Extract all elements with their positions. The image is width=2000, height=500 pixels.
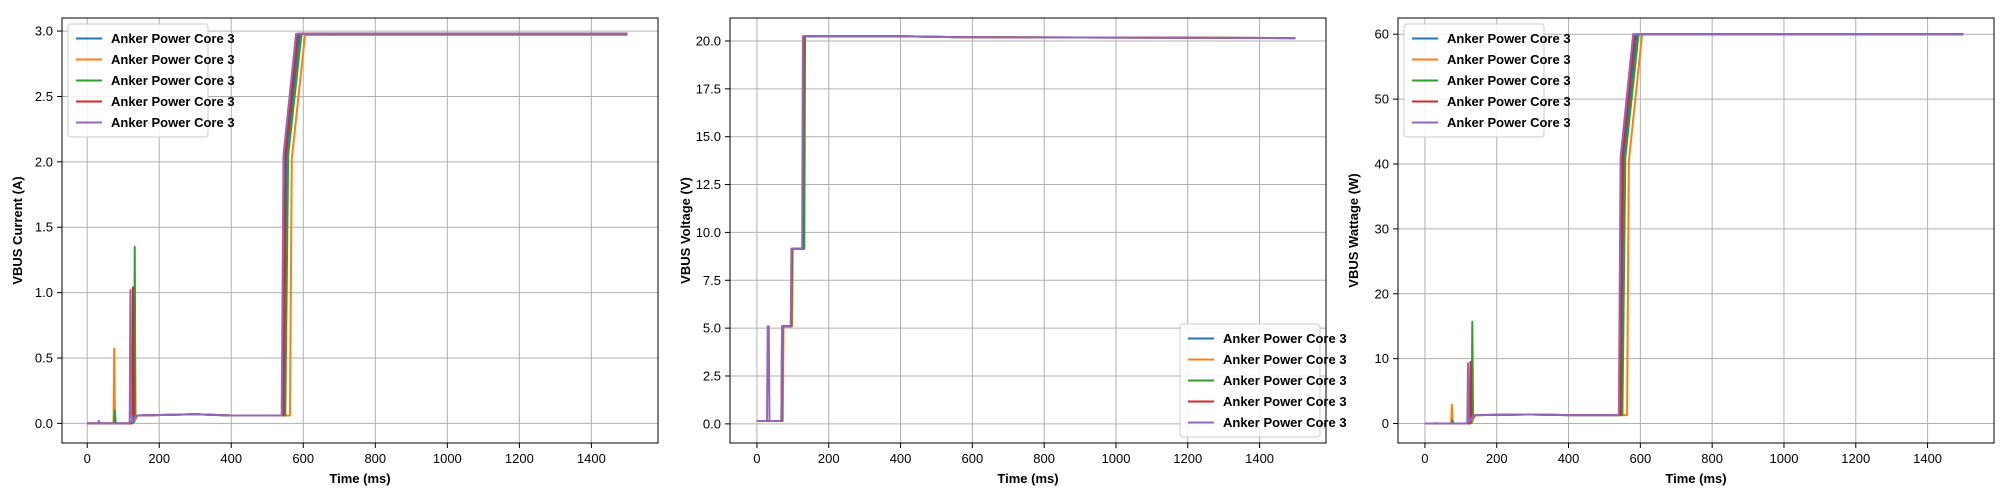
wattage-y-axis-title: VBUS Wattage (W) — [1346, 173, 1361, 287]
wattage-x-tick-label: 1000 — [1770, 451, 1799, 466]
wattage-legend-label-2: Anker Power Core 3 — [1447, 52, 1571, 67]
wattage-x-tick-label: 400 — [1558, 451, 1580, 466]
current-y-tick-label: 0.0 — [35, 416, 53, 431]
wattage-x-tick-label: 1200 — [1841, 451, 1870, 466]
wattage-x-tick-label: 1400 — [1913, 451, 1942, 466]
current-x-tick-label: 600 — [292, 451, 314, 466]
voltage-series-group — [756, 35, 1296, 422]
voltage-legend-label-5: Anker Power Core 3 — [1223, 415, 1347, 430]
wattage-x-tick-label: 600 — [1629, 451, 1651, 466]
wattage-legend-label-1: Anker Power Core 3 — [1447, 31, 1571, 46]
current-legend: Anker Power Core 3 Anker Power Core 3 Anke… — [67, 23, 235, 138]
current-series-line-2 — [87, 34, 628, 425]
voltage-chart-panel: 0 200 400 600 800 1000 1200 1400 0.0 2.5 5.0 7.5 10.… — [678, 17, 1347, 486]
voltage-series-line-5 — [756, 35, 1296, 422]
wattage-y-tick-label: 40 — [1375, 156, 1389, 171]
voltage-grid — [730, 18, 1326, 443]
current-y-tick-label: 1.0 — [35, 285, 53, 300]
current-series-group — [87, 32, 628, 425]
wattage-axes-frame — [1397, 17, 1995, 444]
voltage-legend-label-2: Anker Power Core 3 — [1223, 352, 1347, 367]
current-x-tick-label: 0 — [84, 451, 91, 466]
wattage-x-tick-label: 0 — [1421, 451, 1428, 466]
current-y-tick-label: 0.5 — [35, 351, 53, 366]
wattage-y-tick-label: 10 — [1375, 351, 1389, 366]
current-x-tick-label: 1400 — [577, 451, 606, 466]
wattage-x-tick-label: 200 — [1486, 451, 1508, 466]
wattage-legend: Anker Power Core 3 Anker Power Core 3 Anke… — [1403, 23, 1571, 138]
voltage-x-tick-label: 1000 — [1102, 451, 1131, 466]
current-y-tick-label: 2.5 — [35, 89, 53, 104]
voltage-legend-label-3: Anker Power Core 3 — [1223, 373, 1347, 388]
voltage-y-tick-label: 17.5 — [696, 81, 721, 96]
voltage-y-tick-label: 12.5 — [696, 177, 721, 192]
wattage-grid — [1398, 18, 1994, 443]
current-legend-label-2: Anker Power Core 3 — [111, 52, 235, 67]
current-x-tick-label: 1000 — [433, 451, 462, 466]
wattage-legend-label-5: Anker Power Core 3 — [1447, 115, 1571, 130]
wattage-y-tick-label: 20 — [1375, 286, 1389, 301]
voltage-y-tick-label: 7.5 — [703, 273, 721, 288]
voltage-x-tick-label: 1400 — [1245, 451, 1274, 466]
wattage-y-tick-label: 0 — [1382, 416, 1389, 431]
wattage-y-tick-label: 50 — [1375, 92, 1389, 107]
wattage-y-tick-label: 30 — [1375, 221, 1389, 236]
voltage-y-tick-label: 5.0 — [703, 321, 721, 336]
voltage-x-tick-label: 200 — [818, 451, 840, 466]
current-chart-panel: 0 200 400 600 800 1000 1200 1400 0.0 0.5 1.0 1.5 2.0… — [10, 17, 659, 486]
voltage-y-axis-title: VBUS Voltage (V) — [678, 177, 693, 284]
current-x-tick-label: 200 — [148, 451, 170, 466]
current-legend-label-5: Anker Power Core 3 — [111, 115, 235, 130]
current-y-axis-title: VBUS Current (A) — [10, 176, 25, 284]
current-legend-label-3: Anker Power Core 3 — [111, 73, 235, 88]
wattage-x-tick-label: 800 — [1701, 451, 1723, 466]
current-x-tick-label: 1200 — [505, 451, 534, 466]
voltage-axes-frame — [729, 17, 1327, 444]
voltage-y-tick-label: 10.0 — [696, 225, 721, 240]
wattage-legend-label-4: Anker Power Core 3 — [1447, 94, 1571, 109]
wattage-y-tick-label: 60 — [1375, 27, 1389, 42]
wattage-series-group — [1424, 33, 1964, 425]
voltage-x-tick-label: 800 — [1033, 451, 1055, 466]
voltage-x-tick-label: 0 — [753, 451, 760, 466]
voltage-legend: Anker Power Core 3 Anker Power Core 3 Anke… — [1179, 323, 1347, 438]
current-grid — [62, 18, 658, 443]
voltage-x-tick-label: 400 — [890, 451, 912, 466]
wattage-series-line-5 — [1424, 33, 1964, 425]
voltage-legend-label-4: Anker Power Core 3 — [1223, 394, 1347, 409]
current-y-tick-label: 1.5 — [35, 220, 53, 235]
current-legend-label-1: Anker Power Core 3 — [111, 31, 235, 46]
wattage-series-line-2 — [1424, 33, 1964, 425]
voltage-legend-label-1: Anker Power Core 3 — [1223, 331, 1347, 346]
wattage-legend-box — [1403, 23, 1545, 138]
voltage-y-tick-label: 2.5 — [703, 368, 721, 383]
wattage-chart-panel: 0 200 400 600 800 1000 1200 1400 0 10 20 30 40 50 60 Ti… — [1346, 17, 1995, 486]
current-x-tick-label: 400 — [220, 451, 242, 466]
current-x-tick-label: 800 — [364, 451, 386, 466]
voltage-y-tick-label: 20.0 — [696, 33, 721, 48]
current-y-tick-label: 3.0 — [35, 24, 53, 39]
current-x-axis-title: Time (ms) — [329, 471, 390, 486]
current-legend-label-4: Anker Power Core 3 — [111, 94, 235, 109]
current-axes-frame — [61, 17, 659, 444]
current-series-line-5 — [87, 32, 628, 425]
current-y-tick-label: 2.0 — [35, 154, 53, 169]
voltage-y-tick-label: 0.0 — [703, 416, 721, 431]
voltage-x-axis-title: Time (ms) — [997, 471, 1058, 486]
voltage-x-tick-label: 1200 — [1173, 451, 1202, 466]
voltage-y-tick-label: 15.0 — [696, 129, 721, 144]
current-legend-box — [67, 23, 209, 138]
wattage-x-axis-title: Time (ms) — [1665, 471, 1726, 486]
voltage-x-tick-label: 600 — [961, 451, 983, 466]
voltage-legend-box — [1179, 323, 1321, 438]
wattage-legend-label-3: Anker Power Core 3 — [1447, 73, 1571, 88]
